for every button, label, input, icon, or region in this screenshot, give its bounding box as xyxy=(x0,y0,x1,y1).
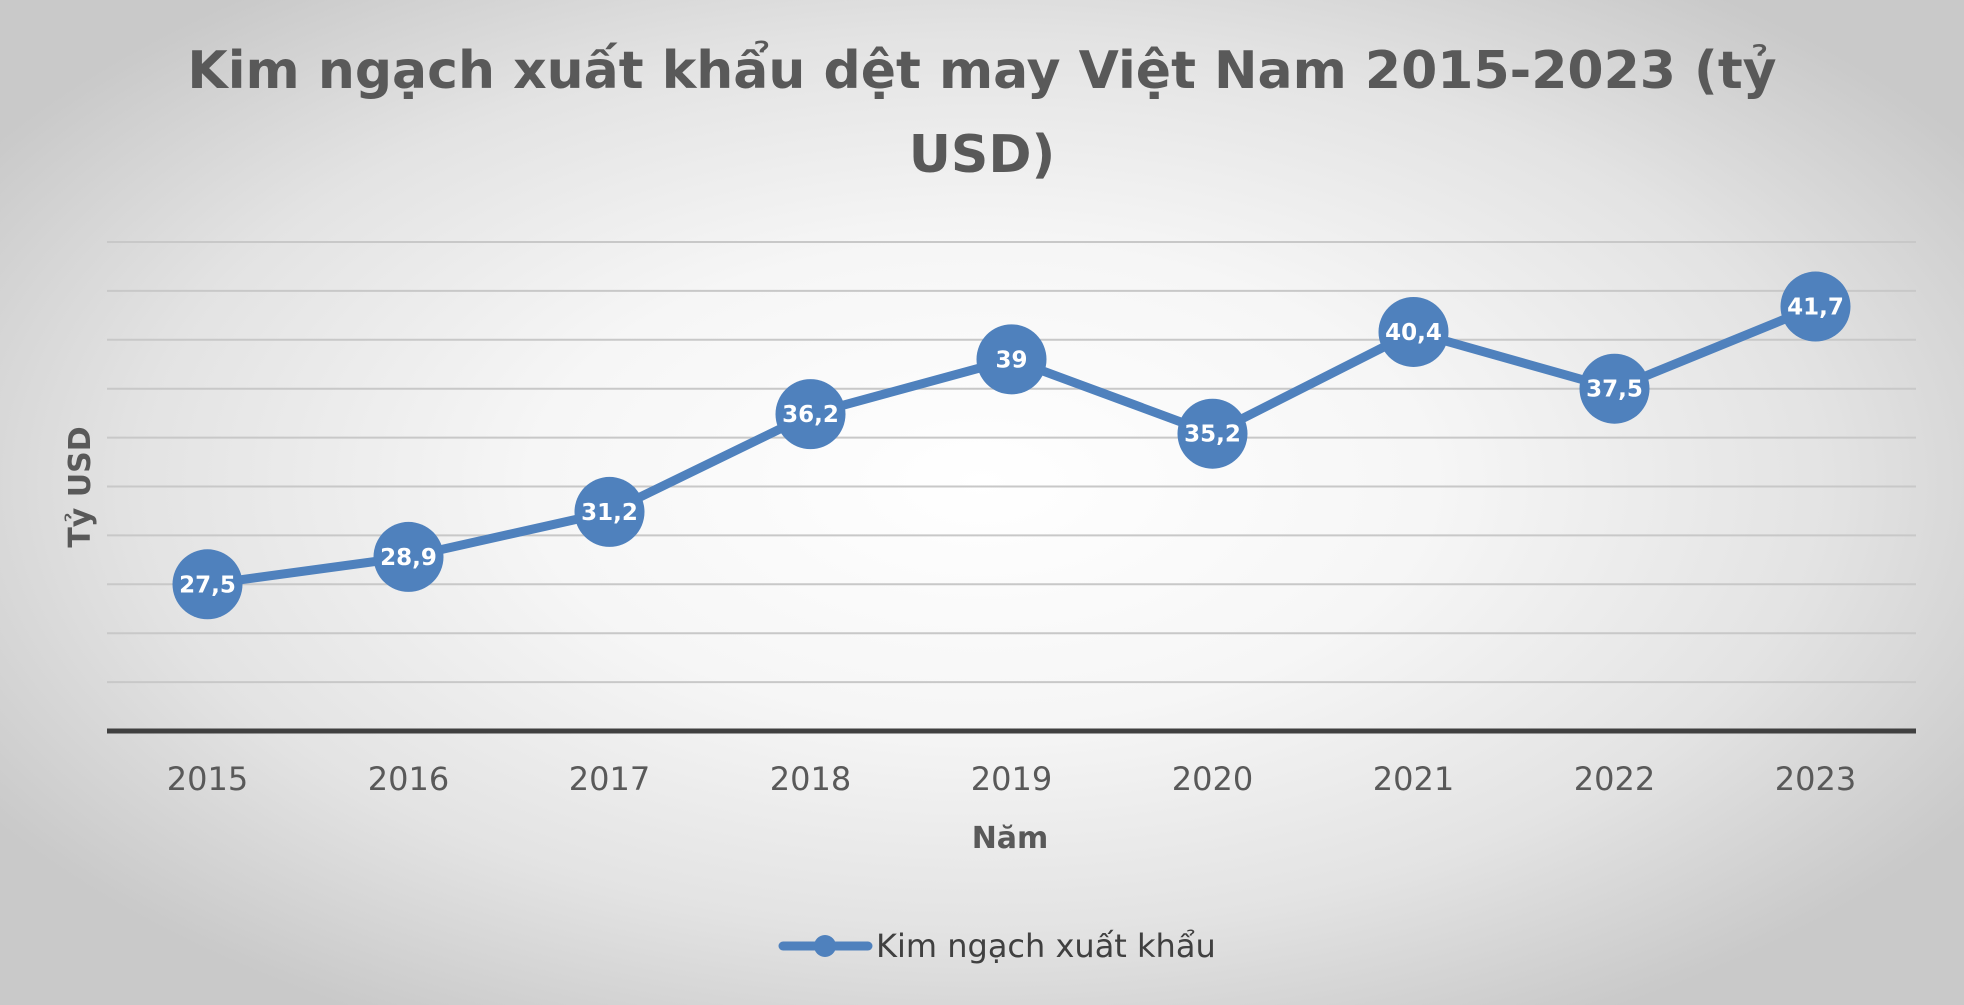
gridlines xyxy=(107,241,1916,684)
chart-title-line-2: USD) xyxy=(909,125,1056,185)
legend-marker-dot xyxy=(814,935,836,957)
x-axis-tick-labels: 2015 2016 2017 2018 2019 2020 2021 2022 2023 xyxy=(167,760,1856,798)
x-tick-label: 2018 xyxy=(770,760,851,798)
data-point-marker xyxy=(775,379,846,450)
data-point-marker xyxy=(1579,353,1650,424)
x-tick-label: 2022 xyxy=(1574,760,1655,798)
data-label: 35,2 xyxy=(1184,422,1241,448)
data-point-marker xyxy=(1780,271,1851,342)
legend-label: Kim ngạch xuất khẩu xyxy=(876,927,1216,965)
data-label: 27,5 xyxy=(179,572,236,598)
series-kim-ngach: 27,5 28,9 31,2 36,2 39 35,2 40,4 37,5 41,7 xyxy=(172,271,1851,620)
data-label: 37,5 xyxy=(1586,377,1643,403)
data-label: 31,2 xyxy=(581,500,638,526)
x-axis-title: Năm xyxy=(972,821,1049,856)
data-label: 36,2 xyxy=(782,402,839,428)
x-tick-label: 2016 xyxy=(368,760,449,798)
x-tick-label: 2019 xyxy=(971,760,1052,798)
data-label: 40,4 xyxy=(1385,320,1442,346)
data-point-marker xyxy=(172,549,243,620)
chart-title-line-1: Kim ngạch xuất khẩu dệt may Việt Nam 201… xyxy=(187,40,1776,101)
data-point-marker xyxy=(976,324,1047,395)
data-point-marker xyxy=(373,521,444,592)
data-point-marker xyxy=(1378,296,1449,367)
x-tick-label: 2020 xyxy=(1172,760,1253,798)
x-tick-label: 2023 xyxy=(1775,760,1856,798)
x-tick-label: 2021 xyxy=(1373,760,1454,798)
x-tick-label: 2015 xyxy=(167,760,248,798)
data-label: 28,9 xyxy=(380,545,437,571)
data-point-marker xyxy=(1177,398,1248,469)
y-axis-title: Tỷ USD xyxy=(63,426,98,547)
data-point-marker xyxy=(574,476,645,547)
data-label: 41,7 xyxy=(1787,295,1844,321)
legend: Kim ngạch xuất khẩu xyxy=(778,927,1216,965)
data-label: 39 xyxy=(995,347,1027,373)
x-tick-label: 2017 xyxy=(569,760,650,798)
